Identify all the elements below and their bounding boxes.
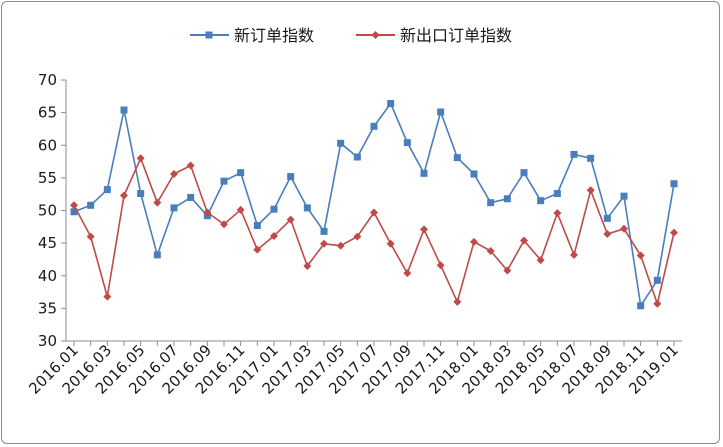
- data-point: [170, 169, 178, 178]
- data-point: [586, 186, 595, 195]
- data-point: [103, 186, 111, 194]
- data-point: [487, 199, 495, 207]
- data-point: [153, 198, 162, 207]
- y-tick-label: 65: [38, 104, 57, 122]
- data-point: [220, 220, 228, 229]
- data-point: [287, 173, 295, 181]
- data-point: [286, 215, 295, 224]
- data-point: [370, 208, 378, 217]
- data-point: [420, 169, 428, 177]
- data-point: [637, 302, 645, 310]
- data-point: [186, 161, 195, 170]
- data-point: [270, 205, 278, 213]
- data-point: [187, 193, 195, 201]
- data-point: [120, 106, 128, 114]
- data-point: [553, 190, 561, 198]
- legend-label-new-orders: 新订单指数: [234, 26, 314, 45]
- data-point: [420, 225, 428, 234]
- data-point: [153, 251, 161, 259]
- data-point: [203, 208, 212, 217]
- data-point: [303, 204, 311, 212]
- data-point: [620, 224, 628, 233]
- data-point: [87, 201, 95, 209]
- data-point: [670, 180, 678, 188]
- data-point: [570, 150, 578, 158]
- data-point: [220, 177, 228, 185]
- series-new-orders: [70, 99, 678, 310]
- series-new-export-orders: [70, 154, 678, 308]
- data-point: [653, 299, 662, 308]
- data-point: [603, 229, 612, 238]
- series-layer: [70, 99, 678, 310]
- data-point: [303, 261, 312, 270]
- legend-item-new-orders: 新订单指数: [190, 26, 314, 45]
- x-axis-ticks: 2016.012016.032016.052016.072016.092016.…: [25, 341, 682, 398]
- data-point: [353, 232, 362, 241]
- data-point: [470, 170, 478, 178]
- data-point: [453, 154, 461, 162]
- data-point: [320, 227, 328, 235]
- data-point: [603, 214, 611, 222]
- data-point: [253, 245, 262, 254]
- legend-label-new-export-orders: 新出口订单指数: [400, 26, 512, 45]
- data-point: [520, 236, 528, 245]
- data-point: [70, 201, 78, 210]
- series-line: [73, 102, 675, 307]
- y-tick-label: 40: [38, 267, 57, 285]
- data-point: [587, 154, 595, 162]
- data-point: [520, 169, 528, 177]
- y-axis-ticks: 30 35 40 45 50 55 60 65 70: [38, 71, 66, 350]
- y-tick-label: 30: [38, 332, 57, 350]
- data-point: [353, 153, 361, 161]
- y-tick-label: 60: [38, 136, 57, 154]
- data-point: [636, 251, 645, 260]
- data-point: [136, 154, 145, 163]
- data-point: [103, 292, 112, 301]
- data-point: [570, 250, 578, 259]
- data-point: [403, 269, 412, 278]
- legend-item-new-export-orders: 新出口订单指数: [356, 26, 512, 45]
- data-point: [670, 228, 678, 237]
- data-point: [86, 232, 95, 241]
- legend-marker-new-export-orders: [371, 31, 380, 39]
- data-point: [337, 139, 345, 147]
- y-tick-label: 35: [38, 299, 57, 317]
- data-point: [237, 169, 245, 177]
- data-point: [453, 297, 462, 306]
- data-point: [387, 99, 395, 107]
- data-point: [403, 139, 411, 147]
- data-point: [536, 256, 545, 265]
- y-tick-label: 70: [38, 71, 57, 89]
- legend: 新订单指数 新出口订单指数: [190, 26, 512, 45]
- data-point: [436, 261, 445, 270]
- data-point: [270, 231, 278, 240]
- data-point: [386, 239, 395, 248]
- y-tick-label: 55: [38, 169, 57, 187]
- series-line: [73, 157, 675, 305]
- data-point: [653, 276, 661, 284]
- data-point: [170, 204, 178, 212]
- data-point: [537, 197, 545, 205]
- data-point: [120, 191, 128, 200]
- data-point: [503, 195, 511, 203]
- data-point: [70, 208, 78, 216]
- data-point: [137, 190, 145, 198]
- data-point: [370, 122, 378, 130]
- data-point: [620, 192, 628, 200]
- y-tick-label: 50: [38, 202, 57, 220]
- data-point: [553, 209, 562, 218]
- data-point: [336, 241, 345, 250]
- data-point: [437, 108, 445, 116]
- data-point: [320, 239, 328, 248]
- data-point: [470, 237, 478, 246]
- data-point: [503, 266, 512, 275]
- y-tick-label: 45: [38, 234, 57, 252]
- legend-marker-new-orders: [205, 31, 213, 39]
- data-point: [253, 222, 261, 230]
- data-point: [236, 205, 245, 214]
- data-point: [486, 246, 495, 255]
